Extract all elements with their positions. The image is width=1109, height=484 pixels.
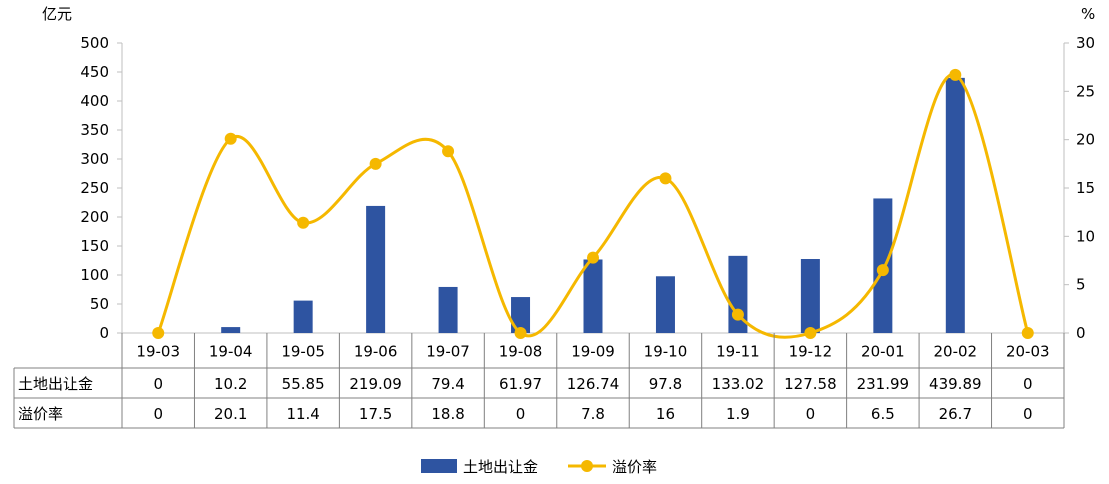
y-left-tick-label: 100 <box>80 266 109 284</box>
line-point <box>587 251 599 264</box>
table-cell: 0 <box>1023 375 1033 393</box>
line-series <box>152 68 1034 339</box>
y-left-tick-label: 400 <box>80 92 109 110</box>
y-left-tick-label: 250 <box>80 179 109 197</box>
x-tick-label: 20-02 <box>934 343 978 361</box>
x-tick-label: 19-06 <box>354 343 398 361</box>
table-cell: 20.1 <box>214 405 247 423</box>
y-right-tick-label: 25 <box>1076 82 1095 100</box>
bar <box>583 259 603 333</box>
table-cell: 26.7 <box>939 405 972 423</box>
axes: 0 50 100 150 200 250 300 350 400 450 500 0 5 10 15 20 25… <box>42 5 1095 342</box>
table-cell: 0 <box>806 405 816 423</box>
y-right-tick-label: 15 <box>1076 179 1095 197</box>
y-left-tick-label: 450 <box>80 63 109 81</box>
table-cell: 0 <box>153 405 163 423</box>
table-cell: 0 <box>1023 405 1033 423</box>
table-cell: 126.74 <box>567 375 620 393</box>
table-cell: 10.2 <box>214 375 247 393</box>
table-cell: 55.85 <box>282 375 325 393</box>
table-row-header: 土地出让金 <box>18 375 93 393</box>
x-tick-label: 19-09 <box>571 343 615 361</box>
table-cell: 133.02 <box>712 375 765 393</box>
y-left-tick-label: 350 <box>80 121 109 139</box>
y-left-tick-label: 300 <box>80 150 109 168</box>
bar <box>438 286 458 333</box>
x-tick-label: 19-12 <box>789 343 833 361</box>
y-right-unit: % <box>1081 5 1095 23</box>
x-tick-label: 19-08 <box>499 343 543 361</box>
line-point <box>514 327 527 339</box>
line-point <box>1021 327 1034 339</box>
y-right-tick-label: 30 <box>1076 34 1095 52</box>
table-cell: 6.5 <box>871 405 895 423</box>
table-cell: 127.58 <box>784 375 837 393</box>
table-cell: 61.97 <box>499 375 542 393</box>
table-cell: 1.9 <box>726 405 750 423</box>
x-tick-label: 19-03 <box>136 343 180 361</box>
line-point <box>224 132 237 145</box>
legend-swatch-bar <box>421 459 457 473</box>
x-tick-label: 19-05 <box>281 343 325 361</box>
y-left-tick-label: 500 <box>80 34 109 52</box>
table-cell: 17.5 <box>359 405 392 423</box>
line-point <box>369 157 382 170</box>
y-left-tick-label: 50 <box>90 295 109 313</box>
x-tick-label: 19-07 <box>426 343 470 361</box>
table-cell: 219.09 <box>349 375 402 393</box>
line-point <box>876 264 889 277</box>
y-left-tick-label: 150 <box>80 237 109 255</box>
bar <box>800 259 820 333</box>
y-left-unit: 亿元 <box>42 5 72 23</box>
table-cell: 16 <box>656 405 675 423</box>
table-cell: 0 <box>516 405 526 423</box>
line-point <box>731 308 744 321</box>
table-cell: 11.4 <box>286 405 319 423</box>
bar <box>221 327 241 333</box>
x-tick-label: 20-01 <box>861 343 905 361</box>
y-left-tick-label: 0 <box>99 324 109 342</box>
x-tick-label: 19-10 <box>644 343 688 361</box>
y-right-tick-label: 5 <box>1076 276 1086 294</box>
bar <box>655 276 675 333</box>
table-cell: 7.8 <box>581 405 605 423</box>
legend-label: 土地出让金 <box>463 458 538 476</box>
bar <box>366 205 386 333</box>
data-table: 19-03 19-04 19-05 19-06 19-07 19-08 19-09 19-10… <box>13 333 1065 429</box>
line-point <box>659 172 672 185</box>
bar <box>511 297 531 333</box>
legend: 土地出让金 溢价率 <box>421 458 657 476</box>
x-tick-label: 19-11 <box>716 343 760 361</box>
table-cell: 97.8 <box>649 375 682 393</box>
y-left-tick-label: 200 <box>80 208 109 226</box>
table-row-header: 溢价率 <box>18 405 63 423</box>
line-point <box>949 68 962 81</box>
line-point <box>297 216 310 229</box>
table-cell: 18.8 <box>431 405 464 423</box>
line-point <box>804 327 817 339</box>
legend-swatch-marker <box>581 460 593 472</box>
x-tick-label: 20-03 <box>1006 343 1050 361</box>
line-point <box>152 327 165 339</box>
y-right-tick-label: 0 <box>1076 324 1086 342</box>
table-cell: 231.99 <box>857 375 910 393</box>
legend-label: 溢价率 <box>612 458 657 476</box>
y-right-tick-label: 10 <box>1076 227 1095 245</box>
table-cell: 0 <box>153 375 163 393</box>
y-right-tick-label: 20 <box>1076 131 1095 149</box>
x-tick-label: 19-04 <box>209 343 253 361</box>
line-point <box>442 145 455 158</box>
bar <box>293 300 313 333</box>
table-cell: 439.89 <box>929 375 982 393</box>
table-cell: 79.4 <box>431 375 464 393</box>
bar <box>945 77 965 333</box>
